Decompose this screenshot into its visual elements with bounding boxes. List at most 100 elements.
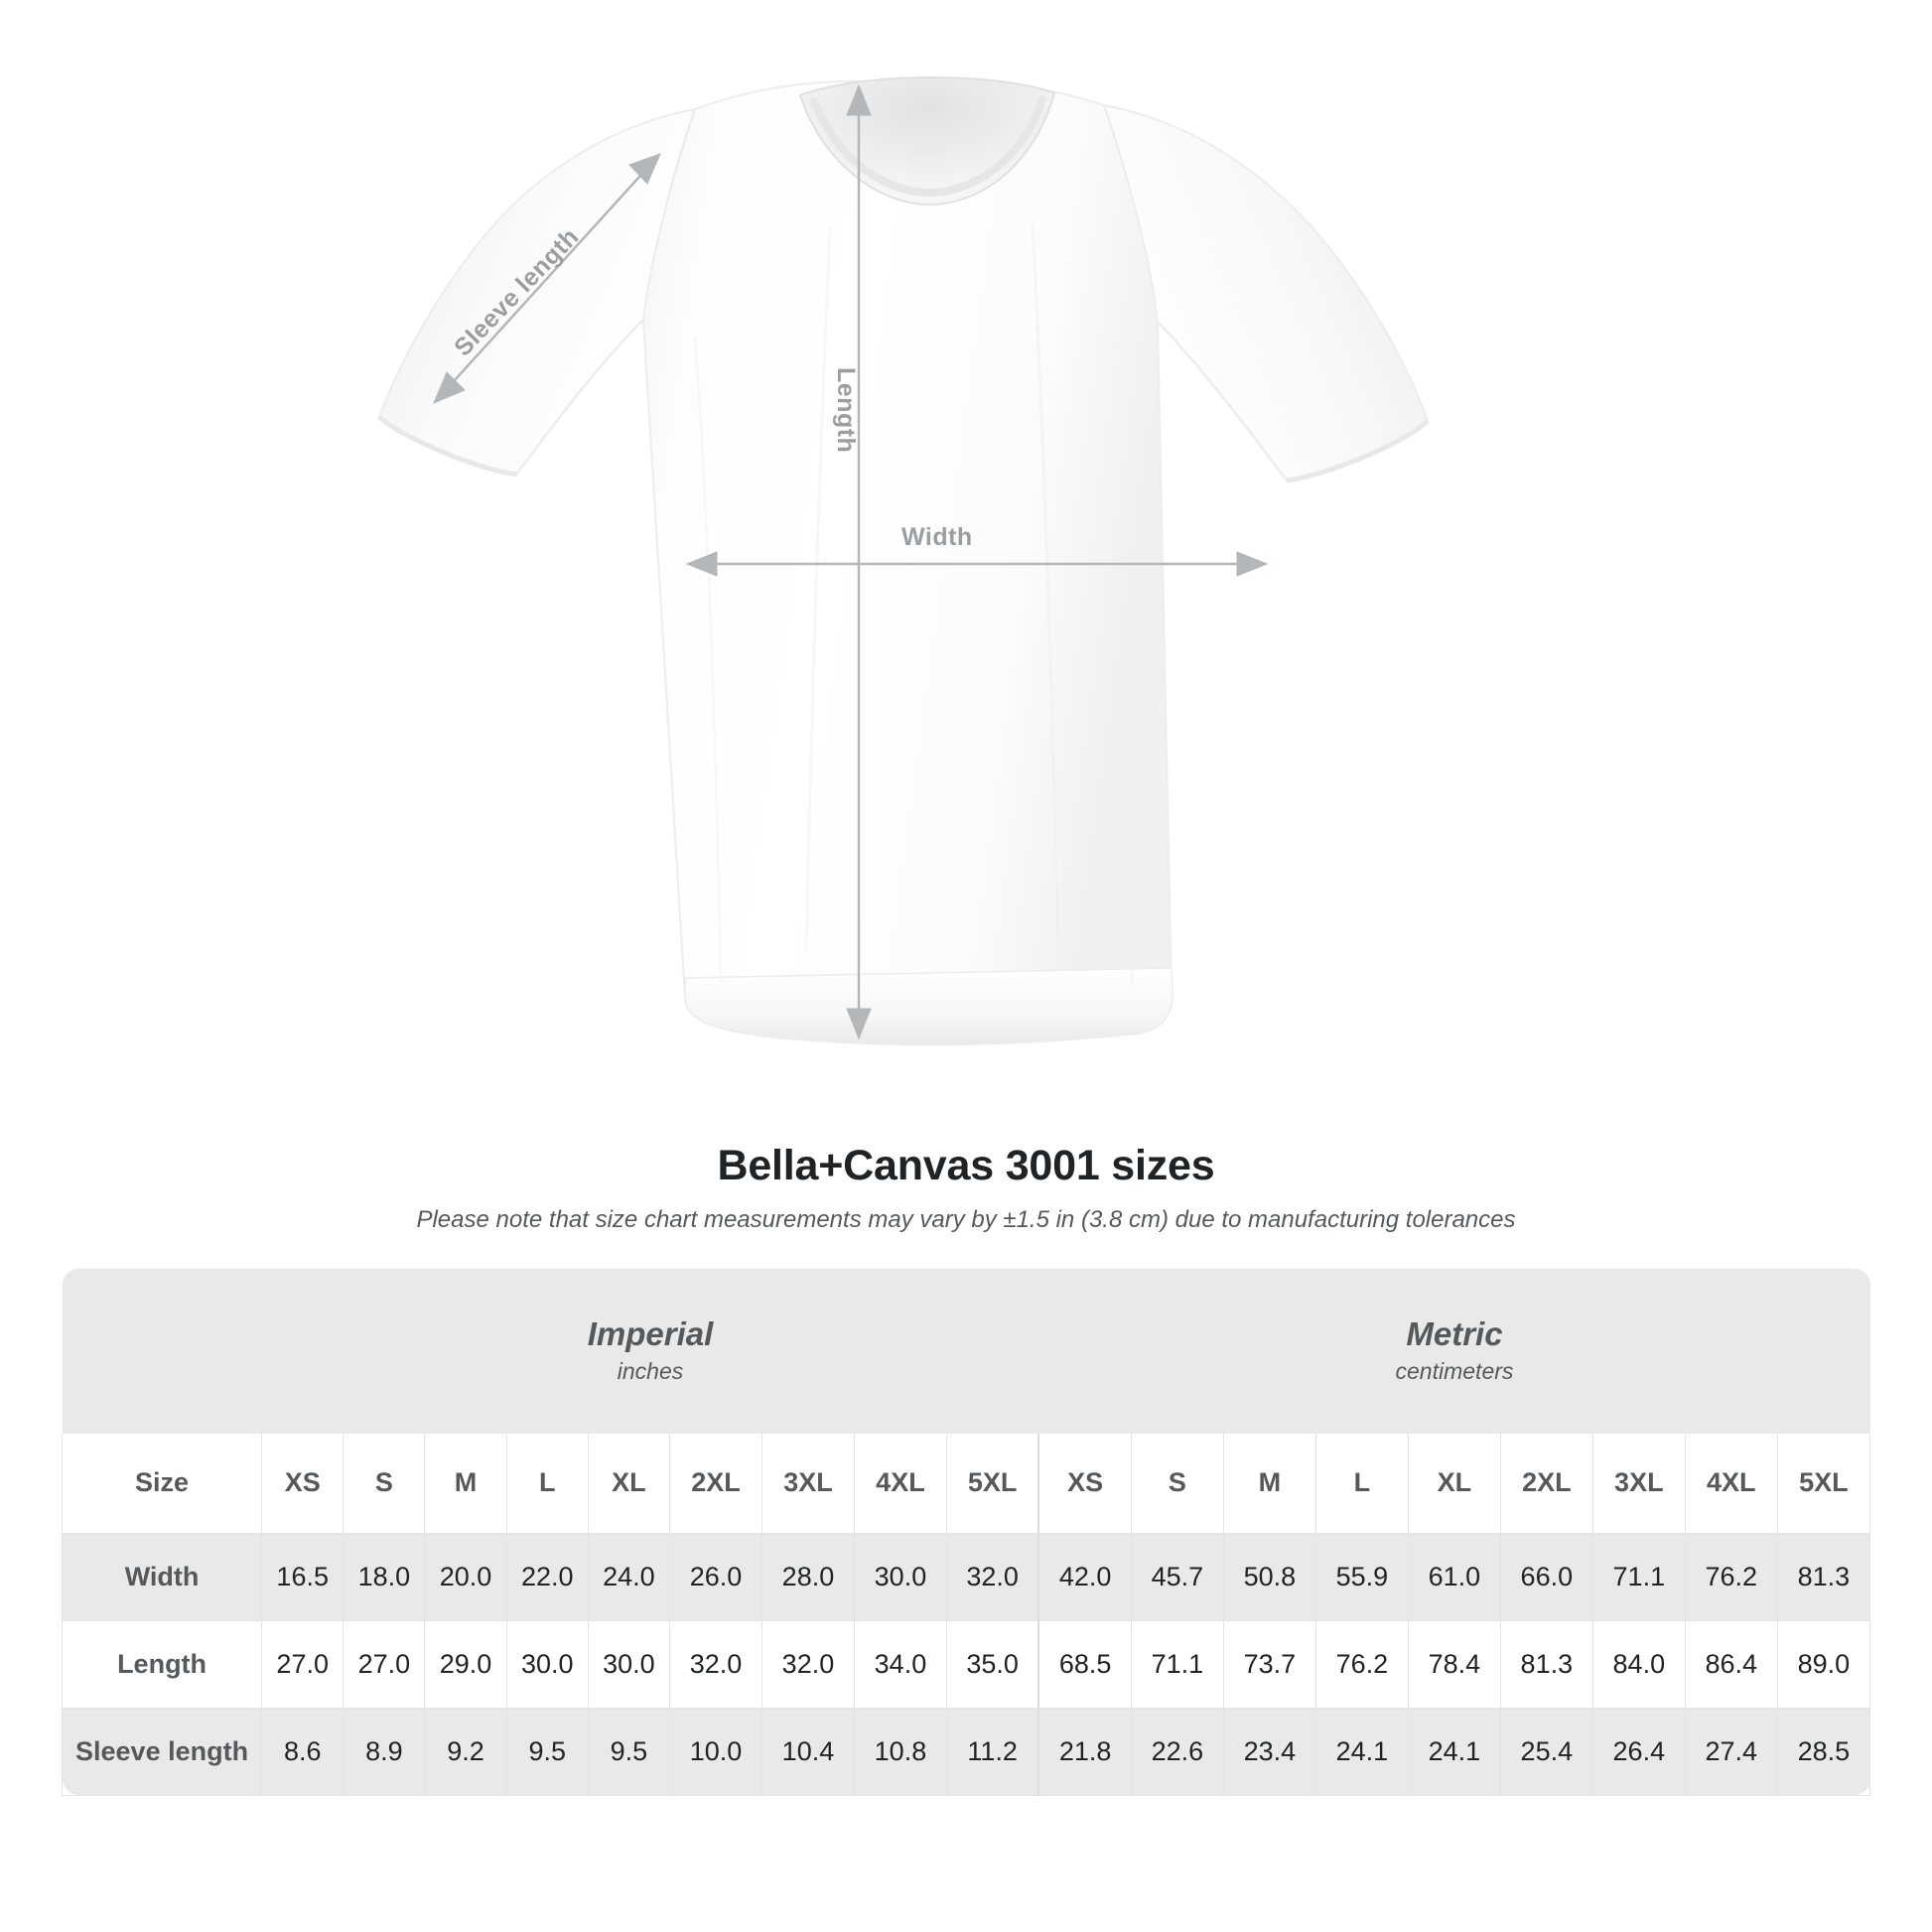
shirt-body-group (377, 75, 1430, 1046)
cell-width-metric-2xl: 66.0 (1499, 1532, 1593, 1621)
cell-sleeve-imperial-m: 9.2 (424, 1707, 507, 1796)
cell-width-metric-4xl: 76.2 (1684, 1532, 1778, 1621)
cell-width-imperial-s: 18.0 (343, 1532, 426, 1621)
length-dimension-label: Length (832, 367, 860, 454)
column-header-imperial-2xl: 2XL (668, 1434, 762, 1534)
unit-group-imperial: Imperial inches (261, 1269, 1039, 1434)
cell-sleeve-metric-s: 22.6 (1130, 1707, 1224, 1796)
width-dimension-label: Width (901, 523, 973, 551)
column-header-metric-l: L (1314, 1434, 1409, 1534)
cell-length-imperial-4xl: 34.0 (853, 1619, 947, 1709)
cell-sleeve-metric-l: 24.1 (1314, 1707, 1409, 1796)
cell-length-imperial-l: 30.0 (505, 1619, 589, 1709)
tshirt-diagram: Width Length Sleeve length (377, 75, 1430, 1046)
shirt-torso (641, 79, 1173, 1044)
cell-sleeve-metric-3xl: 26.4 (1591, 1707, 1686, 1796)
column-header-metric-4xl: 4XL (1684, 1434, 1778, 1534)
right-cuff (1286, 419, 1430, 483)
cell-sleeve-imperial-xl: 9.5 (587, 1707, 670, 1796)
cell-width-imperial-4xl: 30.0 (853, 1532, 947, 1621)
column-header-imperial-3xl: 3XL (760, 1434, 855, 1534)
table-row-length: Length 27.0 27.0 29.0 30.0 30.0 32.0 32.… (61, 1619, 1871, 1709)
cell-width-metric-l: 55.9 (1314, 1532, 1409, 1621)
column-header-metric-s: S (1130, 1434, 1224, 1534)
cell-length-imperial-s: 27.0 (343, 1619, 426, 1709)
cell-width-metric-xs: 42.0 (1037, 1532, 1132, 1621)
cell-width-imperial-l: 22.0 (505, 1532, 589, 1621)
shirt-hem (684, 967, 1173, 1046)
cell-length-metric-l: 76.2 (1314, 1619, 1409, 1709)
cell-length-imperial-3xl: 32.0 (760, 1619, 855, 1709)
column-header-imperial-m: M (424, 1434, 507, 1534)
cell-length-metric-m: 73.7 (1222, 1619, 1316, 1709)
cell-sleeve-imperial-s: 8.9 (343, 1707, 426, 1796)
width-arrow-left (685, 551, 718, 577)
unit-group-row: Imperial inches Metric centimeters (62, 1269, 1870, 1434)
cell-sleeve-imperial-l: 9.5 (505, 1707, 589, 1796)
cell-length-metric-3xl: 84.0 (1591, 1619, 1686, 1709)
sleeve-dim-line (443, 164, 651, 393)
cell-length-imperial-2xl: 32.0 (668, 1619, 762, 1709)
column-header-metric-5xl: 5XL (1776, 1434, 1871, 1534)
column-header-imperial-xl: XL (587, 1434, 670, 1534)
fabric-folds (514, 223, 1289, 986)
table-row-sleeve-length: Sleeve length 8.6 8.9 9.2 9.5 9.5 10.0 1… (61, 1707, 1871, 1796)
cell-width-metric-m: 50.8 (1222, 1532, 1316, 1621)
row-header-length: Length (61, 1619, 263, 1709)
length-arrow-top (846, 83, 872, 116)
cell-length-metric-4xl: 86.4 (1684, 1619, 1778, 1709)
page-title: Bella+Canvas 3001 sizes (717, 1142, 1215, 1189)
cell-length-metric-5xl: 89.0 (1776, 1619, 1871, 1709)
size-header-row: Size XS S M L XL 2XL 3XL 4XL 5XL XS S M … (61, 1434, 1871, 1534)
cell-sleeve-imperial-4xl: 10.8 (853, 1707, 947, 1796)
cell-width-imperial-3xl: 28.0 (760, 1532, 855, 1621)
unit-group-imperial-name: Imperial (587, 1315, 714, 1353)
cell-length-metric-2xl: 81.3 (1499, 1619, 1593, 1709)
column-header-imperial-s: S (343, 1434, 426, 1534)
column-header-metric-xl: XL (1407, 1434, 1501, 1534)
row-header-sleeve-length: Sleeve length (61, 1707, 263, 1796)
left-cuff (377, 415, 517, 478)
size-chart-table-wrapper: Imperial inches Metric centimeters Size … (61, 1269, 1871, 1796)
tshirt-illustration (377, 75, 1430, 1046)
column-header-metric-3xl: 3XL (1591, 1434, 1686, 1534)
column-header-imperial-xs: XS (261, 1434, 345, 1534)
unit-group-imperial-sub: inches (617, 1358, 684, 1385)
cell-width-imperial-5xl: 32.0 (945, 1532, 1039, 1621)
size-chart-table: Imperial inches Metric centimeters Size … (61, 1269, 1871, 1796)
cell-sleeve-imperial-3xl: 10.4 (760, 1707, 855, 1796)
column-header-metric-m: M (1222, 1434, 1316, 1534)
cell-sleeve-metric-xl: 24.1 (1407, 1707, 1501, 1796)
cell-length-metric-xs: 68.5 (1037, 1619, 1132, 1709)
cell-length-metric-xl: 78.4 (1407, 1619, 1501, 1709)
dimension-arrows (433, 83, 1269, 1040)
collar-rib (810, 95, 1046, 198)
cell-sleeve-metric-2xl: 25.4 (1499, 1707, 1593, 1796)
unit-row-spacer (62, 1269, 262, 1434)
unit-group-metric-sub: centimeters (1395, 1358, 1514, 1385)
cell-width-metric-5xl: 81.3 (1776, 1532, 1871, 1621)
cell-length-imperial-xs: 27.0 (261, 1619, 345, 1709)
cell-width-metric-xl: 61.0 (1407, 1532, 1501, 1621)
column-header-imperial-l: L (505, 1434, 589, 1534)
sleeve-arrow-bottom (433, 371, 466, 404)
cell-length-imperial-m: 29.0 (424, 1619, 507, 1709)
cell-length-imperial-5xl: 35.0 (945, 1619, 1039, 1709)
cell-width-imperial-m: 20.0 (424, 1532, 507, 1621)
column-header-metric-xs: XS (1037, 1434, 1132, 1534)
cell-sleeve-metric-4xl: 27.4 (1684, 1707, 1778, 1796)
tolerance-note: Please note that size chart measurements… (416, 1206, 1516, 1233)
cell-sleeve-metric-xs: 21.8 (1037, 1707, 1132, 1796)
table-row-width: Width 16.5 18.0 20.0 22.0 24.0 26.0 28.0… (61, 1532, 1871, 1621)
column-header-imperial-4xl: 4XL (853, 1434, 947, 1534)
column-header-metric-2xl: 2XL (1499, 1434, 1593, 1534)
column-header-size: Size (61, 1434, 263, 1534)
row-header-width: Width (61, 1532, 263, 1621)
length-arrow-bottom (846, 1008, 872, 1040)
cell-length-imperial-xl: 30.0 (587, 1619, 670, 1709)
cell-sleeve-metric-5xl: 28.5 (1776, 1707, 1871, 1796)
cell-width-imperial-2xl: 26.0 (668, 1532, 762, 1621)
cell-width-imperial-xl: 24.0 (587, 1532, 670, 1621)
unit-group-metric-name: Metric (1406, 1315, 1503, 1353)
